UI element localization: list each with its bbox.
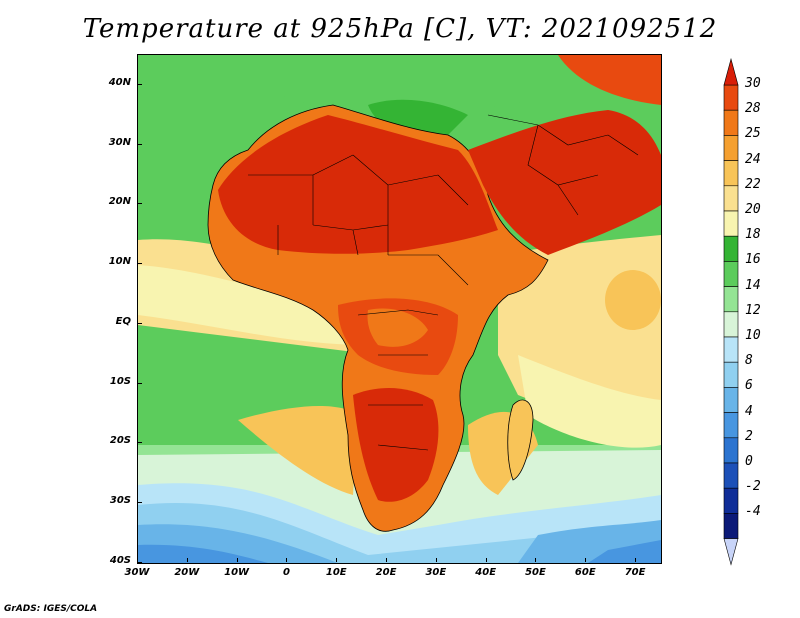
grads-credit: GrADS: IGES/COLA: [4, 604, 98, 614]
x-tick-mark: [137, 558, 138, 562]
field-sahara-hot: [218, 115, 498, 254]
colorbar-label: 2: [745, 428, 753, 444]
y-tick-label: 10N: [108, 256, 131, 268]
x-tick-mark: [585, 558, 587, 562]
colorbar-label: 12: [745, 302, 761, 318]
y-tick-mark: [138, 143, 142, 145]
colorbar-swatch: [723, 513, 739, 539]
y-tick-mark: [138, 203, 142, 205]
x-tick-label: 40E: [475, 567, 497, 578]
border-lines: [248, 154, 469, 451]
x-tick-label: 70E: [624, 567, 646, 578]
y-tick-mark: [138, 322, 142, 324]
colorbar-swatch: [723, 160, 739, 187]
field-south-africa-hot: [353, 388, 439, 502]
x-tick-mark: [186, 558, 188, 562]
colorbar-label: 10: [745, 328, 761, 343]
colorbar-swatch: [723, 311, 739, 338]
x-tick-mark: [386, 558, 388, 562]
x-tick-label: 10E: [325, 567, 347, 578]
field-madagascar: [507, 399, 534, 481]
x-tick-mark: [286, 558, 288, 562]
colorbar-swatch: [723, 235, 739, 262]
y-tick-label: EQ: [115, 315, 131, 327]
y-tick-mark: [138, 502, 142, 504]
colorbar-swatch: [723, 84, 739, 111]
colorbar-swatch: [723, 261, 739, 287]
colorbar-label: 4: [745, 403, 753, 419]
x-tick-mark: [535, 558, 537, 562]
colorbar-label: -2: [745, 479, 761, 495]
x-tick-label: 50E: [525, 567, 546, 578]
temperature-map: [137, 54, 662, 564]
colorbar-swatch: [723, 412, 739, 439]
colorbar-swatch: [723, 210, 739, 237]
x-tick-label: 30E: [425, 567, 447, 578]
colorbar-swatch: [723, 387, 739, 413]
colorbar-label: 0: [745, 454, 753, 469]
field-satlantic-warm: [238, 405, 358, 495]
field-atlantic-yellow: [138, 265, 368, 345]
x-tick-mark: [485, 558, 487, 562]
y-tick-label: 30N: [108, 136, 131, 148]
field-arabia-hot: [468, 110, 661, 255]
x-tick-mark: [236, 558, 238, 562]
y-tick-label: 10S: [109, 375, 131, 387]
colorbar-label: -4: [745, 504, 761, 520]
mideast-borders: [487, 114, 639, 216]
colorbar-swatch: [723, 185, 739, 212]
field-med-green: [368, 99, 468, 145]
y-tick-mark: [138, 442, 142, 444]
colorbar-swatch: [723, 462, 739, 489]
colorbar-label: 25: [745, 126, 761, 142]
field-arabian-orange: [605, 270, 661, 330]
y-tick-label: 40S: [109, 555, 131, 566]
field-europe-warm: [558, 55, 661, 105]
field-south-4: [138, 544, 268, 563]
colorbar-top-triangle: [723, 57, 739, 86]
y-tick-mark: [138, 562, 142, 563]
colorbar-label: 24: [745, 151, 761, 167]
y-tick-label: 20N: [108, 196, 131, 208]
colorbar-label: 22: [745, 176, 761, 192]
colorbar-swatch: [723, 135, 739, 161]
colorbar-label: 16: [745, 252, 761, 268]
x-tick-label: 30W: [124, 567, 150, 578]
colorbar-label: 20: [745, 202, 761, 217]
x-tick-label: 20W: [174, 567, 200, 578]
colorbar-swatch: [723, 109, 739, 136]
y-tick-label: 40N: [108, 76, 131, 88]
colorbar-label: 18: [745, 227, 761, 243]
colorbar-swatch: [723, 286, 739, 313]
colorbar-label: 30: [745, 76, 761, 91]
colorbar-swatch: [723, 336, 739, 363]
x-tick-label: 60E: [574, 567, 596, 578]
colorbar-label: 6: [745, 378, 753, 394]
x-tick-mark: [336, 558, 338, 562]
x-tick-mark: [635, 558, 637, 562]
colorbar-swatch: [723, 487, 739, 514]
y-tick-mark: [138, 263, 142, 265]
chart-title: Temperature at 925hPa [C], VT: 202109251…: [82, 14, 718, 44]
field-congo-warm: [367, 308, 428, 347]
field-indian-yellow: [518, 355, 661, 448]
field-south-4b: [588, 540, 661, 563]
y-tick-label: 20S: [109, 435, 131, 447]
colorbar-swatch: [723, 437, 739, 464]
colorbar-label: 8: [745, 353, 753, 369]
x-tick-label: 20E: [375, 567, 397, 578]
x-tick-mark: [435, 558, 437, 562]
y-tick-mark: [138, 83, 142, 85]
field-europe-green: [238, 55, 661, 125]
x-tick-label: 10W: [224, 567, 250, 578]
colorbar-bottom-triangle: [723, 538, 739, 566]
x-tick-label: 0: [282, 567, 290, 578]
colorbar-swatch: [723, 361, 739, 388]
y-tick-label: 30S: [109, 495, 131, 507]
colorbar-label: 14: [745, 277, 761, 293]
y-tick-mark: [138, 382, 142, 384]
colorbar-label: 28: [745, 101, 761, 117]
